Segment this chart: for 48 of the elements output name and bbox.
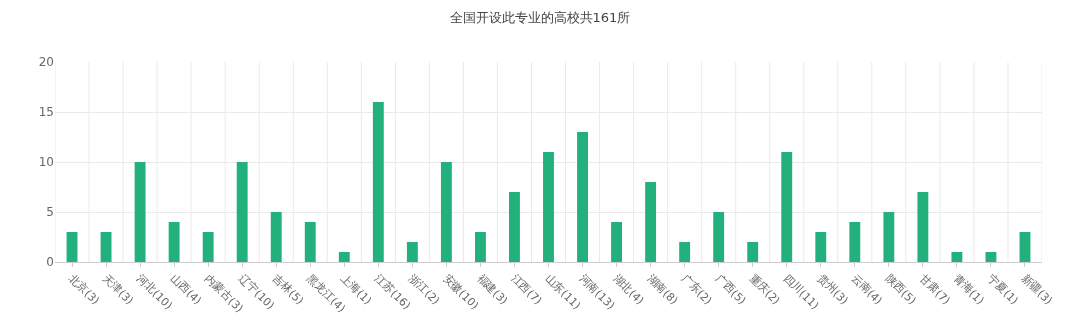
- bar: [645, 182, 657, 262]
- bar: [66, 232, 78, 262]
- bar: [611, 222, 623, 262]
- bar: [781, 152, 793, 262]
- x-tick-label: 广西(5): [712, 271, 749, 308]
- bar: [304, 222, 316, 262]
- bar: [406, 242, 418, 262]
- bar: [1019, 232, 1031, 262]
- bar: [202, 232, 214, 262]
- bar: [168, 222, 180, 262]
- y-tick-label: 10: [38, 155, 54, 170]
- x-tick-label: 重庆(2): [746, 271, 783, 308]
- y-tick-label: 5: [46, 205, 54, 220]
- bar: [917, 192, 929, 262]
- x-tick-label: 宁夏(1): [984, 271, 1021, 308]
- y-tick-label: 15: [38, 105, 54, 120]
- bar: [577, 132, 588, 262]
- bar: [270, 212, 282, 262]
- bar: [509, 192, 520, 262]
- x-tick-label: 陕西(5): [882, 271, 919, 308]
- y-tick-label: 20: [38, 55, 54, 70]
- x-tick-label: 新疆(3): [1018, 271, 1055, 308]
- x-tick-label: 云南(4): [848, 271, 885, 308]
- bar: [100, 232, 112, 262]
- bar: [474, 232, 486, 262]
- x-tick-label: 广东(2): [678, 271, 715, 308]
- bar: [134, 162, 146, 262]
- chart-title: 全国开设此专业的高校共161所: [449, 10, 631, 26]
- x-tick-label: 湖南(8): [644, 271, 681, 308]
- bar: [372, 102, 384, 262]
- bar: [440, 162, 452, 262]
- bar: [713, 212, 725, 262]
- bar: [951, 252, 963, 262]
- x-tick-label: 甘肃(7): [916, 271, 953, 308]
- bar: [849, 222, 861, 262]
- bar: [679, 242, 691, 262]
- bar: [338, 252, 350, 262]
- bar: [985, 252, 997, 262]
- x-tick-label: 青海(1): [950, 271, 987, 308]
- bar: [815, 232, 827, 262]
- bar: [543, 152, 554, 262]
- bar: [747, 242, 759, 262]
- x-tick-label: 天津(3): [100, 271, 136, 308]
- x-tick-label: 北京(3): [66, 271, 102, 308]
- bar: [883, 212, 895, 262]
- x-tick-label: 江西(7): [508, 271, 545, 308]
- bar: [236, 162, 248, 262]
- y-tick-label: 0: [46, 255, 54, 270]
